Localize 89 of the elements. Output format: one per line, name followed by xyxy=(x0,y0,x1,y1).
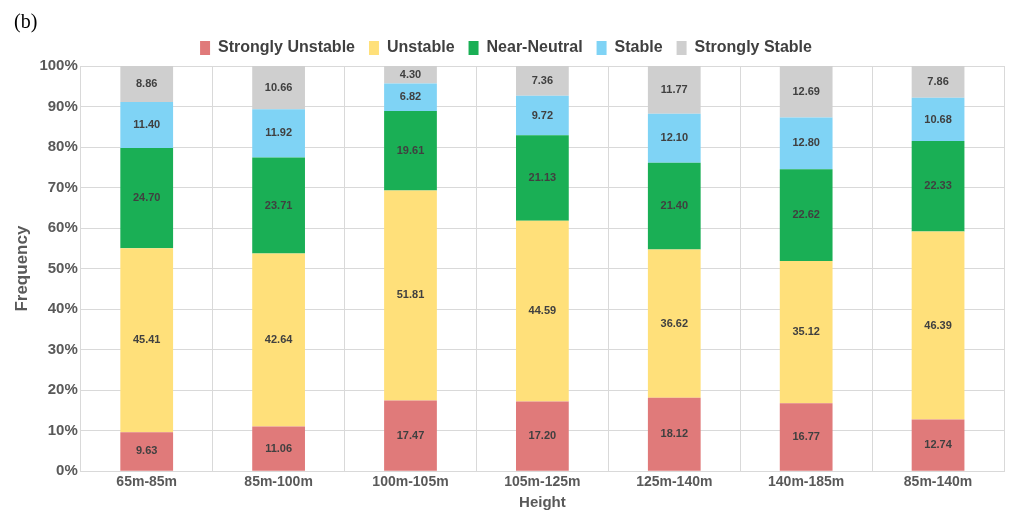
text: (b) xyxy=(14,10,38,33)
bar xyxy=(647,162,701,250)
y-tick-label: 90% xyxy=(47,96,78,114)
x-tick-label: 65m-85m xyxy=(116,473,178,490)
y-tick-label: 30% xyxy=(47,339,78,357)
bar xyxy=(516,135,569,221)
data-label: 22.62 xyxy=(792,208,820,221)
data-label: 12.80 xyxy=(792,136,820,149)
y-tick-label: 80% xyxy=(47,137,78,155)
bar xyxy=(120,432,174,471)
data-label: 23.71 xyxy=(264,198,293,211)
data-label: 7.36 xyxy=(531,73,554,86)
bar xyxy=(647,397,701,471)
data-label: 6.82 xyxy=(399,90,422,103)
data-label: 18.12 xyxy=(660,427,689,440)
legend-label: Strongly Stable xyxy=(694,38,813,56)
y-tick-label: 20% xyxy=(47,380,78,398)
data-label: 16.77 xyxy=(792,430,820,443)
data-label: 21.40 xyxy=(660,199,689,212)
data-label: 21.13 xyxy=(528,171,557,184)
data-label: 35.12 xyxy=(792,325,820,338)
data-label: 11.06 xyxy=(265,441,293,454)
bar xyxy=(384,111,437,191)
data-label: 9.72 xyxy=(531,108,554,121)
y-tick-label: 60% xyxy=(47,218,78,236)
bar xyxy=(911,231,965,420)
bar xyxy=(779,260,833,404)
bar xyxy=(252,426,305,471)
legend-label: Strongly Unstable xyxy=(218,38,356,56)
data-label: 11.77 xyxy=(660,82,688,95)
bar xyxy=(120,148,174,249)
y-tick-label: 50% xyxy=(47,258,78,276)
x-axis-title: Height xyxy=(519,493,566,511)
x-tick-label: 100m-105m xyxy=(372,473,449,490)
x-tick-label: 140m-185m xyxy=(768,473,845,490)
bar xyxy=(252,253,305,427)
bar xyxy=(911,419,965,471)
x-tick-label: 105m-125m xyxy=(504,473,581,490)
data-label: 10.68 xyxy=(924,112,952,125)
legend-label: Stable xyxy=(614,38,663,56)
data-label: 9.63 xyxy=(136,444,158,457)
data-label: 17.20 xyxy=(528,429,557,442)
data-label: 44.59 xyxy=(528,304,557,317)
data-label: 42.64 xyxy=(264,333,294,346)
x-tick-label: 125m-140m xyxy=(636,473,713,490)
bar xyxy=(647,113,701,163)
data-label: 22.33 xyxy=(924,179,952,192)
x-tick-label: 85m-140m xyxy=(903,473,973,490)
y-tick-label: 40% xyxy=(47,299,78,317)
data-label: 11.40 xyxy=(133,118,161,131)
data-label: 24.70 xyxy=(132,191,161,204)
y-axis-title: Frequency xyxy=(11,225,31,312)
data-label: 19.61 xyxy=(396,143,425,156)
data-label: 51.81 xyxy=(396,288,425,301)
data-label: 12.10 xyxy=(660,131,689,144)
legend-label: Unstable xyxy=(386,38,455,56)
y-tick-label: 70% xyxy=(47,177,78,195)
bar xyxy=(779,117,833,170)
y-tick-label: 100% xyxy=(39,56,78,74)
data-label: 46.39 xyxy=(924,318,952,331)
data-label: 12.74 xyxy=(924,438,953,451)
data-label: 36.62 xyxy=(660,316,689,329)
bar xyxy=(911,141,965,232)
legend-label: Near-Neutral xyxy=(486,38,583,56)
data-label: 4.30 xyxy=(399,67,422,80)
bar xyxy=(911,97,965,142)
y-tick-label: 10% xyxy=(47,420,78,438)
bar xyxy=(516,401,569,471)
bar xyxy=(516,220,569,402)
bar xyxy=(779,403,833,471)
data-label: 7.86 xyxy=(927,74,949,87)
data-label: 11.92 xyxy=(265,126,293,139)
bar xyxy=(647,249,701,398)
bar xyxy=(252,157,305,254)
data-label: 10.66 xyxy=(264,80,293,93)
bar xyxy=(384,400,437,471)
data-label: 12.69 xyxy=(792,84,820,97)
x-tick-label: 85m-100m xyxy=(244,473,313,490)
data-label: 8.86 xyxy=(136,76,158,89)
bar xyxy=(384,190,437,401)
bar xyxy=(779,169,833,261)
bar xyxy=(384,83,437,112)
data-label: 17.47 xyxy=(396,428,425,441)
bar xyxy=(120,248,174,433)
y-tick-label: 0% xyxy=(56,461,78,479)
bar xyxy=(120,101,174,149)
bar xyxy=(516,95,569,136)
bar xyxy=(252,109,305,158)
data-label: 45.41 xyxy=(132,333,161,346)
